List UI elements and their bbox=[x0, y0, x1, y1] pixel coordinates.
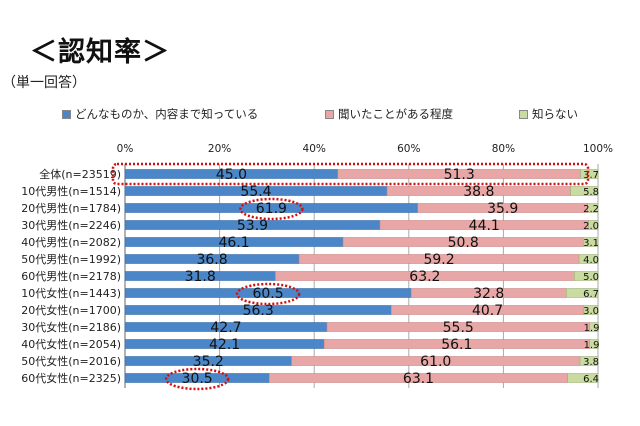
bar-segment bbox=[583, 305, 599, 315]
data-label: 2.0 bbox=[583, 221, 599, 232]
data-label: 40.7 bbox=[472, 303, 503, 319]
data-label: 51.3 bbox=[444, 167, 475, 183]
bar-segment bbox=[566, 288, 599, 298]
data-label: 56.1 bbox=[441, 337, 472, 353]
legend-swatch bbox=[519, 109, 528, 119]
data-label: 63.2 bbox=[409, 269, 440, 285]
x-tick-label: 100% bbox=[583, 143, 613, 155]
data-label: 59.2 bbox=[423, 252, 454, 268]
data-label: 30.5 bbox=[182, 371, 213, 387]
bar-segment bbox=[574, 271, 599, 281]
data-label: 42.7 bbox=[210, 320, 241, 336]
data-label: 5.8 bbox=[583, 187, 599, 198]
bar-segment bbox=[589, 339, 599, 349]
legend-swatch bbox=[325, 109, 334, 119]
legend-label: 知らない bbox=[532, 107, 578, 121]
data-label: 1.9 bbox=[584, 323, 600, 334]
data-label: 44.1 bbox=[469, 218, 500, 234]
legend-swatch bbox=[62, 109, 71, 119]
data-label: 61.9 bbox=[256, 201, 287, 217]
data-label: 63.1 bbox=[403, 371, 434, 387]
legend-item-known: どんなものか、内容まで知っている bbox=[62, 106, 258, 122]
bar-segment bbox=[579, 356, 599, 366]
x-tick-label: 20% bbox=[208, 143, 231, 155]
category-label: 40代女性(n=2054) bbox=[21, 337, 121, 351]
data-label: 38.8 bbox=[463, 184, 494, 200]
data-label: 1.9 bbox=[584, 340, 600, 351]
data-label: 55.5 bbox=[443, 320, 474, 336]
data-label: 32.8 bbox=[473, 286, 504, 302]
data-label: 3.8 bbox=[583, 357, 599, 368]
data-label: 36.8 bbox=[196, 252, 227, 268]
data-label: 3.0 bbox=[583, 306, 599, 317]
category-label: 50代男性(n=1992) bbox=[21, 252, 121, 266]
data-label: 35.2 bbox=[193, 354, 224, 370]
highlight-ellipse bbox=[239, 197, 304, 221]
data-label: 50.8 bbox=[448, 235, 479, 251]
data-label: 5.0 bbox=[583, 272, 599, 283]
data-label: 2.2 bbox=[583, 204, 599, 215]
highlight-ellipse bbox=[164, 367, 230, 391]
data-label: 3.1 bbox=[583, 238, 599, 249]
data-label: 35.9 bbox=[487, 201, 518, 217]
data-label: 45.0 bbox=[216, 167, 247, 183]
category-label: 30代女性(n=2186) bbox=[21, 320, 121, 334]
data-label: 3.7 bbox=[583, 170, 599, 181]
chart-subtitle: （単一回答） bbox=[2, 75, 86, 91]
data-label: 56.3 bbox=[243, 303, 274, 319]
chart-title: ＜認知率＞ bbox=[30, 37, 170, 68]
category-label: 60代男性(n=2178) bbox=[21, 269, 121, 283]
x-tick-label: 60% bbox=[397, 143, 420, 155]
category-label: 10代女性(n=1443) bbox=[21, 286, 121, 300]
bar-segment bbox=[583, 237, 599, 247]
category-label: 20代女性(n=1700) bbox=[21, 303, 121, 317]
bar-segment bbox=[570, 186, 599, 196]
bar-segment bbox=[588, 220, 599, 230]
legend-item-unknown: 知らない bbox=[519, 106, 578, 122]
category-label: 10代男性(n=1514) bbox=[21, 184, 121, 198]
category-label: 20代男性(n=1784) bbox=[21, 201, 121, 215]
bar-segment bbox=[587, 203, 599, 213]
category-label: 50代女性(n=2016) bbox=[21, 354, 121, 368]
data-label: 61.0 bbox=[420, 354, 451, 370]
data-label: 46.1 bbox=[218, 235, 249, 251]
highlight-box bbox=[111, 162, 590, 186]
data-label: 4.0 bbox=[583, 255, 599, 266]
data-label: 60.5 bbox=[252, 286, 283, 302]
data-label: 6.4 bbox=[583, 374, 599, 385]
x-tick-label: 80% bbox=[492, 143, 515, 155]
bar-segment bbox=[578, 254, 599, 264]
data-label: 6.7 bbox=[583, 289, 599, 300]
category-label: 30代男性(n=2246) bbox=[21, 218, 121, 232]
category-label: 40代男性(n=2082) bbox=[21, 235, 121, 249]
data-label: 53.9 bbox=[237, 218, 268, 234]
data-label: 31.8 bbox=[185, 269, 216, 285]
bar-segment bbox=[567, 373, 599, 383]
x-tick-label: 0% bbox=[117, 143, 134, 155]
category-label: 全体(n=23519) bbox=[39, 167, 121, 181]
category-label: 60代女性(n=2325) bbox=[21, 371, 121, 385]
data-label: 42.1 bbox=[209, 337, 240, 353]
legend-label: どんなものか、内容まで知っている bbox=[75, 107, 259, 121]
data-label: 55.4 bbox=[240, 184, 271, 200]
legend-label: 聞いたことがある程度 bbox=[338, 107, 453, 121]
x-tick-label: 40% bbox=[303, 143, 326, 155]
bar-segment bbox=[589, 322, 599, 332]
highlight-ellipse bbox=[235, 282, 301, 306]
bar-segment bbox=[580, 169, 599, 179]
legend-item-heard: 聞いたことがある程度 bbox=[325, 106, 453, 122]
